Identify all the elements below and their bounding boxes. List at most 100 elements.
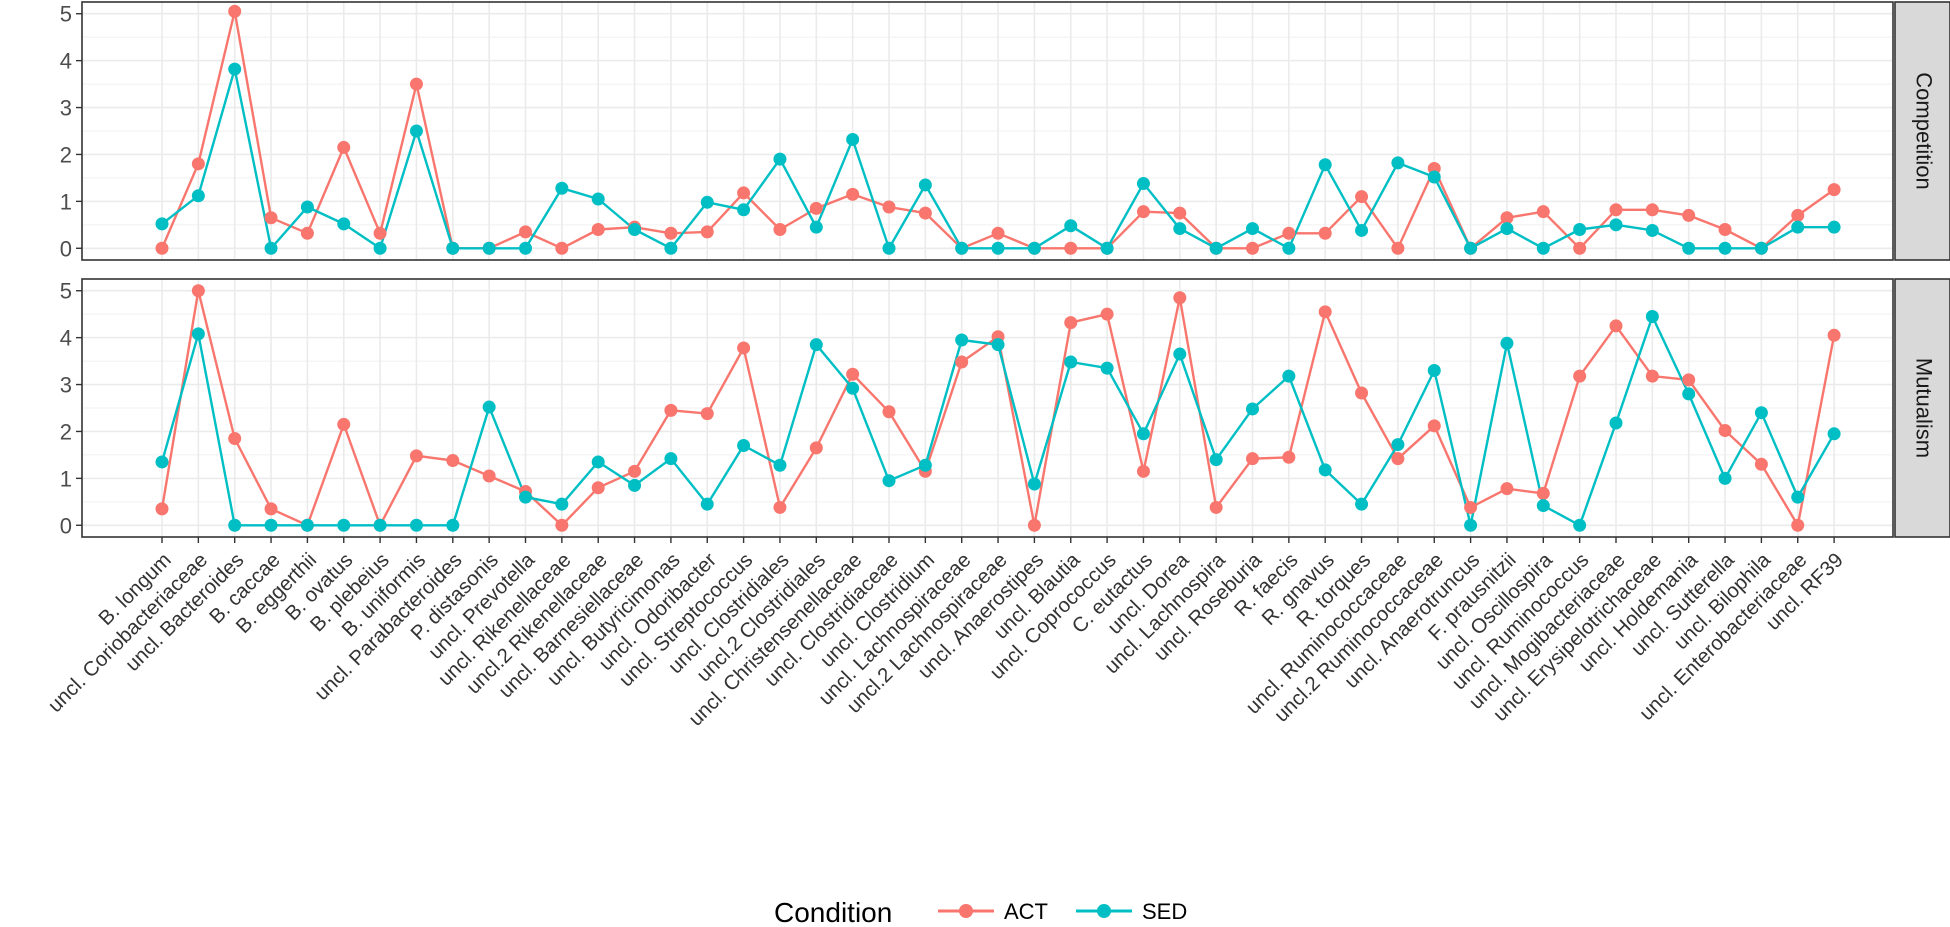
data-point-act — [1246, 241, 1259, 255]
data-point-sed — [337, 217, 351, 231]
facet-strip-label: Mutualism — [1912, 358, 1937, 458]
facet-strip — [1894, 1, 1950, 261]
data-point-act — [1355, 190, 1369, 204]
data-point-act — [482, 469, 496, 483]
data-point-act — [882, 405, 896, 419]
y-tick-label: 3 — [60, 96, 72, 121]
facet-strip — [1894, 278, 1950, 538]
data-point-act — [1645, 369, 1659, 383]
data-point-act — [1427, 419, 1441, 433]
data-point-sed — [955, 333, 969, 347]
data-point-sed — [446, 518, 460, 532]
data-point-act — [555, 518, 569, 532]
data-point-act — [555, 241, 569, 255]
data-point-sed — [1464, 241, 1478, 255]
data-point-sed — [1282, 241, 1296, 255]
data-point-act — [228, 431, 242, 445]
data-point-act — [737, 186, 751, 200]
data-point-act — [1500, 482, 1514, 496]
data-point-act — [1136, 205, 1150, 219]
data-point-sed — [918, 178, 932, 192]
data-point-sed — [1573, 518, 1587, 532]
data-point-act — [1318, 226, 1332, 240]
data-point-sed — [1500, 336, 1514, 350]
y-tick-label: 3 — [60, 373, 72, 398]
data-point-act — [1645, 203, 1659, 217]
data-point-sed — [700, 497, 714, 511]
data-point-sed — [1027, 241, 1041, 255]
data-point-sed — [1391, 156, 1405, 170]
data-point-sed — [555, 497, 569, 511]
data-point-sed — [1682, 241, 1696, 255]
data-point-act — [1464, 500, 1478, 514]
data-point-sed — [628, 478, 642, 492]
data-point-act — [1827, 328, 1841, 342]
data-point-sed — [264, 241, 278, 255]
data-point-sed — [1246, 402, 1259, 416]
data-point-act — [991, 226, 1005, 240]
data-point-act — [700, 225, 714, 239]
data-point-sed — [373, 241, 387, 255]
legend-key-sed-point — [1097, 904, 1111, 918]
data-point-sed — [1718, 471, 1732, 485]
data-point-act — [264, 502, 278, 516]
data-point-act — [1391, 452, 1405, 466]
data-point-act — [1136, 464, 1150, 478]
data-point-sed — [1100, 361, 1114, 375]
data-point-act — [1536, 205, 1550, 219]
legend-key-act-point — [959, 904, 973, 918]
data-point-act — [1064, 241, 1078, 255]
data-point-sed — [1282, 369, 1296, 383]
data-point-act — [1282, 226, 1296, 240]
y-tick-label: 4 — [60, 326, 72, 351]
data-point-act — [1827, 183, 1841, 197]
data-point-act — [809, 201, 823, 215]
data-point-sed — [773, 152, 787, 166]
data-point-sed — [664, 452, 678, 466]
data-point-sed — [1391, 438, 1405, 452]
data-point-act — [1209, 500, 1223, 514]
data-point-sed — [300, 518, 314, 532]
data-point-act — [1282, 450, 1296, 464]
data-point-act — [846, 187, 860, 201]
data-point-sed — [1827, 220, 1841, 234]
data-point-sed — [155, 455, 169, 469]
y-tick-label: 0 — [60, 513, 72, 538]
legend-label-act: ACT — [1004, 899, 1048, 924]
data-point-act — [155, 241, 169, 255]
data-point-act — [191, 284, 205, 298]
data-point-sed — [373, 518, 387, 532]
data-point-act — [1391, 241, 1405, 255]
data-point-sed — [846, 132, 860, 146]
data-point-sed — [1318, 463, 1332, 477]
data-point-act — [1355, 386, 1369, 400]
data-point-act — [809, 441, 823, 455]
data-point-act — [1246, 452, 1259, 466]
data-point-act — [664, 226, 678, 240]
data-point-sed — [1464, 518, 1478, 532]
data-point-sed — [446, 241, 460, 255]
panel-competition: 0 1 2 3 4 5 Competition — [60, 1, 1950, 261]
data-point-act — [846, 367, 860, 381]
data-point-sed — [1027, 477, 1041, 491]
data-point-sed — [264, 518, 278, 532]
data-point-sed — [737, 203, 751, 217]
data-point-act — [773, 500, 787, 514]
data-point-sed — [409, 518, 423, 532]
data-point-sed — [337, 518, 351, 532]
data-point-act — [409, 77, 423, 91]
panel-border — [81, 278, 1894, 538]
data-point-act — [446, 454, 460, 468]
data-point-sed — [1500, 222, 1514, 236]
data-point-sed — [1100, 241, 1114, 255]
data-point-act — [1573, 369, 1587, 383]
data-point-sed — [991, 241, 1005, 255]
data-point-sed — [1791, 220, 1805, 234]
panel-border — [81, 1, 1894, 261]
data-point-act — [1791, 208, 1805, 222]
y-tick-label: 1 — [60, 189, 72, 214]
data-point-sed — [1754, 406, 1768, 420]
data-point-sed — [1318, 158, 1332, 172]
data-point-sed — [155, 217, 169, 231]
data-point-sed — [1573, 223, 1587, 237]
